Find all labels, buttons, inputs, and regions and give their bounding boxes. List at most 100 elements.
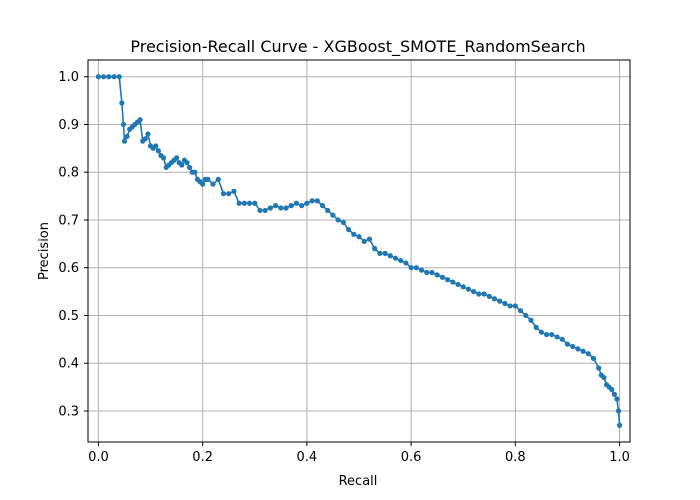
data-point <box>304 200 310 206</box>
data-point <box>252 200 258 206</box>
data-point <box>119 100 125 106</box>
data-point <box>460 284 466 290</box>
data-point <box>507 303 513 309</box>
data-point <box>476 291 482 297</box>
data-point <box>309 198 315 204</box>
data-point <box>236 200 242 206</box>
data-point <box>210 181 216 187</box>
data-point <box>192 169 198 175</box>
data-point <box>319 203 326 209</box>
data-point <box>377 250 383 256</box>
y-tick-label: 1.0 <box>58 70 79 85</box>
data-point <box>173 155 180 161</box>
data-point <box>424 269 430 276</box>
y-axis-ticks: 0.3 0.4 0.5 0.6 0.7 0.8 0.9 1.0 <box>58 70 88 419</box>
data-point <box>137 117 143 123</box>
x-tick-label: 0.4 <box>297 450 318 465</box>
y-tick-label: 0.4 <box>58 357 79 372</box>
data-point <box>262 207 268 214</box>
data-point <box>549 331 555 338</box>
data-point <box>116 74 122 80</box>
data-point <box>288 203 294 209</box>
data-point <box>340 219 346 225</box>
data-point <box>609 386 615 393</box>
x-tick-label: 0.0 <box>88 450 109 465</box>
y-tick-label: 0.7 <box>58 213 79 228</box>
data-point <box>450 279 456 285</box>
data-point <box>220 191 227 197</box>
x-axis-ticks: 0.0 0.2 0.4 0.6 0.8 1.0 <box>88 442 630 465</box>
data-point <box>314 198 320 204</box>
data-point <box>615 408 622 414</box>
data-point <box>611 391 617 397</box>
data-point <box>465 286 472 292</box>
data-point <box>153 143 159 149</box>
data-point <box>601 374 607 381</box>
data-point <box>120 121 127 128</box>
data-point <box>585 351 591 357</box>
data-point <box>559 336 565 342</box>
data-point <box>616 422 623 428</box>
data-point <box>590 355 597 362</box>
data-point <box>570 343 576 350</box>
data-point <box>372 246 378 252</box>
data-point <box>293 200 300 206</box>
chart-title: Precision-Recall Curve - XGBoost_SMOTE_R… <box>130 37 585 57</box>
y-tick-label: 0.5 <box>58 309 79 324</box>
data-point <box>351 231 357 237</box>
data-point <box>596 365 602 371</box>
series-layer <box>95 74 623 428</box>
y-tick-label: 0.9 <box>58 118 79 133</box>
data-point <box>335 217 341 223</box>
data-point <box>106 74 112 80</box>
data-point <box>580 348 586 354</box>
data-point <box>179 162 185 168</box>
y-tick-label: 0.3 <box>58 404 79 419</box>
data-point <box>111 74 117 80</box>
data-point <box>356 234 362 240</box>
data-point <box>455 281 461 288</box>
data-point <box>145 131 151 137</box>
data-point <box>497 298 503 304</box>
data-point <box>241 200 247 206</box>
data-point <box>267 205 274 211</box>
data-point <box>544 331 550 338</box>
data-point <box>444 277 451 283</box>
data-point <box>533 324 539 330</box>
data-point <box>434 272 440 278</box>
data-point <box>121 138 128 144</box>
data-point <box>413 265 419 271</box>
data-point <box>392 255 399 261</box>
x-tick-label: 0.2 <box>192 450 213 465</box>
x-tick-label: 0.8 <box>505 450 526 465</box>
data-point <box>382 250 388 256</box>
data-point <box>538 329 545 335</box>
data-point <box>408 265 414 271</box>
data-point <box>142 136 148 142</box>
data-point <box>283 205 289 211</box>
data-point <box>523 312 529 319</box>
data-point <box>330 212 336 218</box>
y-axis-label: Precision <box>37 222 52 280</box>
data-point <box>486 293 492 299</box>
data-point <box>429 269 435 276</box>
grid-lines <box>88 60 630 442</box>
data-point <box>160 155 167 161</box>
plot-frame <box>87 59 631 443</box>
data-point <box>278 205 284 211</box>
data-point <box>345 226 352 233</box>
data-point <box>614 396 620 402</box>
data-point <box>101 74 107 80</box>
data-point <box>564 341 571 347</box>
data-point <box>187 164 193 171</box>
data-point <box>226 191 232 197</box>
x-axis-label: Recall <box>339 474 378 489</box>
data-point <box>231 188 237 194</box>
data-point <box>481 291 487 297</box>
data-point <box>575 346 581 352</box>
data-point <box>200 181 206 187</box>
x-tick-label: 1.0 <box>609 450 630 465</box>
data-point <box>528 317 534 323</box>
